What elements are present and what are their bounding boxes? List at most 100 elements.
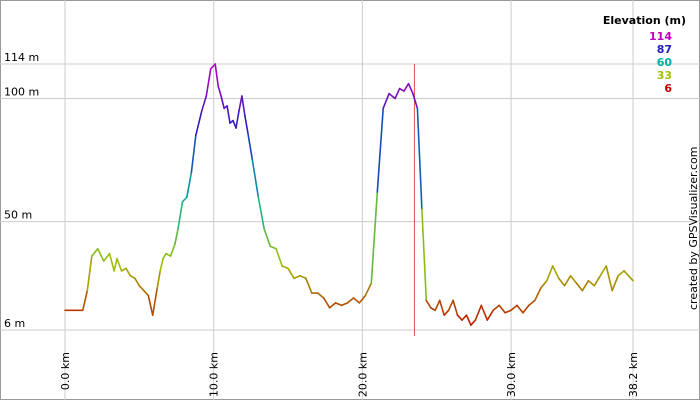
- line-segment: [605, 265, 614, 292]
- line-segment: [159, 257, 164, 272]
- line-segment: [293, 274, 301, 280]
- line-segment: [181, 196, 188, 203]
- line-segment: [86, 255, 93, 292]
- line-segment: [551, 265, 560, 280]
- line-segment: [96, 247, 105, 262]
- line-segment: [528, 299, 536, 307]
- line-segment: [429, 306, 437, 312]
- line-segment: [247, 132, 254, 161]
- line-segment: [412, 92, 419, 110]
- legend-entry: 6: [664, 82, 672, 95]
- line-segment: [251, 159, 260, 198]
- line-segment: [151, 287, 158, 317]
- line-segment: [174, 228, 179, 245]
- line-segment: [443, 309, 450, 317]
- line-segment: [241, 95, 246, 117]
- line-segment: [235, 110, 240, 129]
- y-tick-label: 100 m: [4, 85, 39, 98]
- line-segment: [263, 228, 272, 248]
- line-segment: [138, 284, 145, 292]
- line-segment: [599, 265, 608, 277]
- line-segment: [143, 289, 150, 297]
- line-segment: [623, 270, 634, 282]
- line-segment: [346, 297, 355, 304]
- line-segment: [461, 314, 468, 321]
- line-segment: [474, 304, 483, 321]
- line-segment: [557, 277, 566, 287]
- line-segment: [257, 196, 266, 230]
- line-segment: [569, 274, 578, 285]
- line-segment: [534, 287, 542, 302]
- line-segment: [394, 87, 401, 100]
- line-segment: [209, 63, 216, 70]
- line-segment: [205, 68, 212, 97]
- line-segment: [169, 243, 176, 257]
- line-segment: [575, 282, 584, 292]
- line-segment: [434, 299, 441, 312]
- legend-entry: 33: [657, 69, 672, 82]
- line-segment: [186, 171, 193, 198]
- line-segment: [563, 274, 572, 287]
- line-segment: [269, 245, 277, 250]
- line-segment: [177, 201, 184, 230]
- line-segment: [486, 309, 495, 321]
- line-segment: [195, 110, 203, 137]
- line-segment: [299, 274, 307, 280]
- line-segment: [217, 85, 222, 97]
- line-segment: [452, 299, 459, 317]
- line-segment: [129, 274, 136, 280]
- line-segment: [522, 304, 530, 314]
- x-tick-label: 30.0 km: [505, 352, 518, 397]
- legend-entry: 114: [649, 30, 672, 43]
- line-segment: [617, 270, 625, 277]
- line-segment: [226, 105, 231, 124]
- credit-text: created by GPSVisualizer.com: [687, 147, 700, 310]
- line-segment: [539, 279, 548, 289]
- elevation-line: [64, 63, 634, 326]
- legend-entry: 60: [657, 56, 673, 69]
- line-segment: [91, 247, 99, 257]
- y-tick-label: 50 m: [4, 209, 32, 222]
- line-segment: [403, 82, 410, 92]
- line-segment: [125, 267, 132, 277]
- x-tick-label: 10.0 km: [208, 352, 221, 397]
- line-segment: [545, 265, 554, 282]
- legend-entry: 87: [657, 43, 672, 56]
- line-segment: [504, 309, 512, 314]
- line-segment: [340, 302, 349, 307]
- line-segment: [334, 302, 343, 307]
- y-tick-label: 6 m: [4, 317, 25, 330]
- line-segment: [214, 63, 219, 87]
- line-segment: [287, 267, 295, 280]
- line-segment: [165, 252, 172, 257]
- line-segment: [134, 277, 141, 287]
- line-segment: [322, 297, 331, 309]
- line-segment: [398, 87, 405, 92]
- line-segment: [447, 299, 454, 312]
- line-segment: [275, 247, 283, 267]
- line-segment: [376, 107, 385, 193]
- x-tick-label: 20.0 km: [356, 352, 369, 397]
- line-segment: [581, 279, 590, 292]
- line-segment: [156, 270, 161, 289]
- line-segment: [244, 114, 249, 134]
- line-segment: [407, 82, 414, 95]
- line-segment: [364, 282, 373, 297]
- line-segment: [352, 297, 361, 304]
- y-axis-ticks: 6 m 50 m 100 m 114 m: [4, 51, 39, 330]
- line-segment: [281, 265, 289, 270]
- x-tick-label: 0.0 km: [59, 352, 72, 390]
- line-segment: [108, 252, 115, 272]
- line-segment: [220, 95, 225, 110]
- line-segment: [102, 252, 111, 262]
- line-segment: [388, 92, 396, 100]
- line-segment: [116, 257, 123, 272]
- line-segment: [201, 95, 208, 112]
- line-segment: [358, 294, 367, 304]
- line-segment: [162, 252, 167, 260]
- line-segment: [498, 304, 506, 314]
- line-segment: [147, 294, 154, 317]
